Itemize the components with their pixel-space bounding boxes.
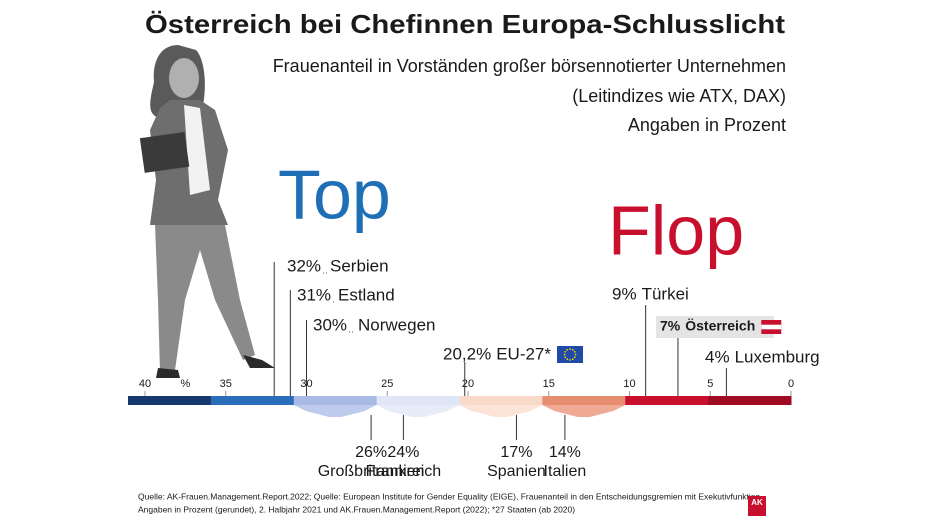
x-tick-label: 0 bbox=[788, 378, 794, 390]
x-unit: % bbox=[180, 378, 190, 390]
at-flag-band bbox=[761, 324, 782, 330]
logo-box bbox=[748, 496, 766, 516]
value-label: 30% bbox=[313, 315, 347, 334]
value-label: 9% bbox=[612, 284, 637, 303]
scale-segment bbox=[708, 396, 792, 405]
value-label: 20,2% bbox=[443, 344, 491, 363]
flag-star bbox=[563, 353, 566, 356]
value-label: 31% bbox=[297, 285, 331, 304]
x-tick-label: 40 bbox=[139, 378, 151, 390]
value-label: 24% bbox=[387, 444, 419, 461]
flag-star bbox=[573, 356, 576, 359]
x-tick-label: 20 bbox=[462, 378, 474, 390]
scale-segment bbox=[542, 396, 626, 405]
source: Angaben in Prozent (gerundet), 2. Halbja… bbox=[138, 504, 575, 514]
x-tick-label: 15 bbox=[543, 378, 555, 390]
x-tick-label: 35 bbox=[220, 378, 232, 390]
category-label: Frankreich bbox=[366, 463, 442, 480]
chart-title: Österreich bei Chefinnen Europa-Schlussl… bbox=[145, 9, 785, 39]
subtitle: (Leitindizes wie ATX, DAX) bbox=[572, 86, 786, 106]
value-label: 14% bbox=[549, 444, 581, 461]
category-label: Österreich bbox=[685, 318, 755, 334]
category-label: Luxemburg bbox=[735, 347, 820, 366]
value-label: 7% bbox=[660, 318, 681, 334]
flag-star bbox=[566, 348, 569, 351]
flag-star bbox=[564, 350, 567, 353]
flag-star bbox=[566, 358, 569, 361]
heading-flop: Flop bbox=[608, 191, 744, 269]
source: Quelle: AK-Frauen.Management.Report.2022… bbox=[138, 491, 763, 501]
x-tick-label: 10 bbox=[623, 378, 635, 390]
scale-segment bbox=[210, 396, 295, 405]
flag-star bbox=[571, 358, 574, 361]
value-label: 17% bbox=[500, 444, 532, 461]
scale-segment bbox=[459, 396, 543, 405]
subtitle: Angaben in Prozent bbox=[628, 115, 786, 135]
scale-segment bbox=[293, 396, 378, 405]
value-label: 32% bbox=[287, 256, 321, 275]
flag-star bbox=[571, 348, 574, 351]
flag-star bbox=[569, 359, 571, 361]
funnel bbox=[542, 405, 626, 417]
category-label: Italien bbox=[544, 463, 587, 480]
heading-top: Top bbox=[278, 155, 391, 233]
category-label: Großbritannien bbox=[318, 463, 425, 480]
value-label: 4% bbox=[705, 347, 730, 366]
logo: AK bbox=[751, 498, 763, 507]
category-label: Serbien bbox=[330, 256, 389, 275]
funnel bbox=[459, 405, 543, 417]
label-box bbox=[656, 316, 774, 338]
illustration bbox=[139, 45, 275, 378]
x-tick-label: 5 bbox=[707, 378, 713, 390]
flag-star bbox=[564, 356, 567, 359]
flag-star bbox=[573, 350, 576, 353]
category-label: Türkei bbox=[642, 284, 689, 303]
category-label: Estland bbox=[338, 285, 395, 304]
eu-flag bbox=[557, 346, 584, 363]
scale-segment bbox=[376, 396, 460, 405]
funnel bbox=[376, 405, 460, 417]
category-label: Norwegen bbox=[358, 315, 436, 334]
flag-star bbox=[569, 348, 571, 350]
flag-star bbox=[574, 353, 577, 356]
category-label: Spanien bbox=[487, 463, 546, 480]
value-label: 26% bbox=[355, 444, 387, 461]
category-label: EU-27* bbox=[496, 344, 551, 363]
scale-segment bbox=[128, 396, 212, 405]
x-tick-label: 25 bbox=[381, 378, 393, 390]
subtitle: Frauenanteil in Vorständen großer börsen… bbox=[273, 56, 786, 76]
funnel bbox=[293, 405, 377, 417]
scale-segment bbox=[625, 396, 709, 405]
